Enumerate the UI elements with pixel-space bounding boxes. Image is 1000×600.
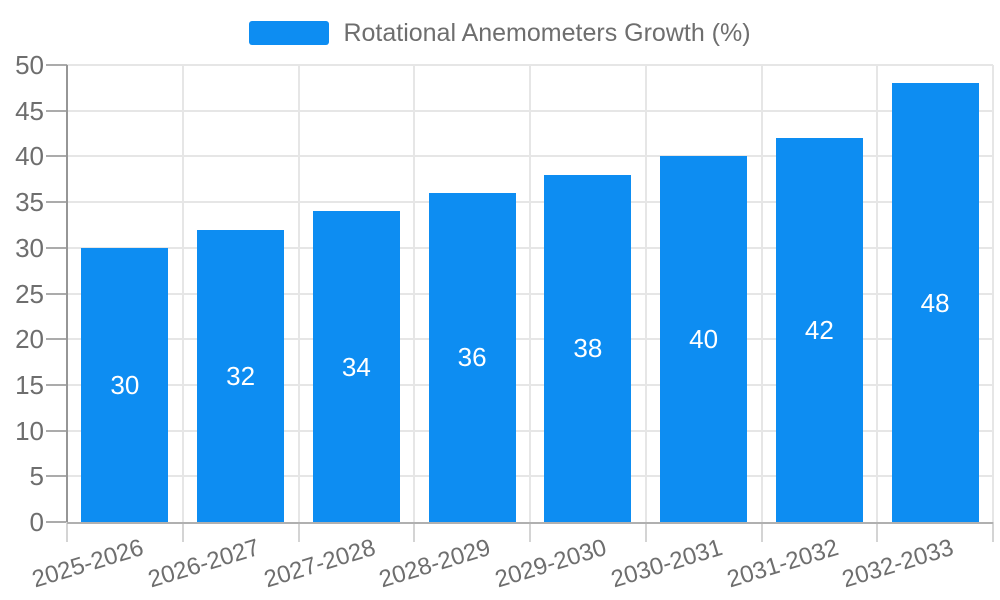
x-axis-tick: [413, 522, 416, 542]
bar[interactable]: [312, 211, 400, 522]
bar[interactable]: [544, 174, 632, 522]
y-axis-line: [66, 65, 68, 522]
bar-value-label: 34: [341, 351, 371, 382]
y-axis-tick-label: 15: [15, 369, 44, 400]
x-axis-tick: [181, 522, 184, 542]
legend-label: Rotational Anemometers Growth (%): [343, 18, 751, 47]
y-axis-tick-label: 25: [15, 278, 44, 309]
y-axis-tick-label: 0: [29, 507, 44, 537]
bar-value-label: 48: [920, 287, 950, 318]
y-axis-tick-label: 50: [15, 50, 44, 80]
bar[interactable]: [775, 138, 863, 522]
x-axis-tick-label: 2027-2028: [260, 534, 379, 594]
x-axis-tick-label: 2026-2027: [144, 534, 263, 594]
y-axis-tick-label: 20: [15, 324, 44, 355]
x-axis-tick: [66, 522, 68, 542]
gridline-vertical: [760, 65, 763, 522]
x-axis-tick-label: 2032-2033: [839, 534, 958, 594]
x-axis-tick-label: 2028-2029: [376, 534, 495, 594]
gridline-vertical: [992, 65, 994, 522]
x-axis-tick-label: 2030-2031: [607, 534, 726, 594]
bar-value-label: 32: [226, 360, 256, 391]
y-axis-tick-label: 30: [15, 232, 44, 263]
bar-value-label: 42: [804, 315, 834, 346]
gridline-vertical: [644, 65, 647, 522]
y-axis-tick: [46, 521, 67, 523]
bar[interactable]: [197, 229, 285, 522]
legend-swatch-icon: [249, 21, 330, 45]
x-axis-tick: [297, 522, 300, 542]
y-axis-tick: [46, 64, 67, 66]
bar[interactable]: [428, 192, 516, 522]
y-axis-tick: [46, 338, 67, 341]
bar-value-label: 40: [689, 324, 719, 355]
y-axis-tick: [46, 429, 67, 432]
x-axis-tick: [876, 522, 879, 542]
x-axis-tick: [992, 522, 994, 542]
y-axis-tick-label: 45: [15, 95, 44, 126]
gridline-vertical: [876, 65, 879, 522]
gridline-vertical: [413, 65, 416, 522]
y-axis-tick-label: 40: [15, 141, 44, 172]
bar-value-label: 36: [457, 342, 487, 373]
y-axis-tick: [46, 246, 67, 249]
x-axis-tick-label: 2031-2032: [723, 534, 842, 594]
y-axis-tick-label: 35: [15, 187, 44, 218]
gridline-vertical: [181, 65, 184, 522]
x-axis-tick-label: 2029-2030: [492, 534, 610, 594]
y-axis-tick: [46, 155, 67, 158]
bar-value-label: 30: [110, 369, 140, 400]
y-axis-tick: [46, 109, 67, 112]
y-axis-tick: [46, 201, 67, 204]
x-axis-tick: [644, 522, 647, 542]
x-axis-line: [67, 522, 993, 524]
y-axis-tick: [46, 475, 67, 478]
y-axis-tick: [46, 383, 67, 386]
x-axis-tick: [760, 522, 763, 542]
bar-value-label: 38: [573, 333, 603, 364]
bar[interactable]: [891, 83, 979, 522]
y-axis-tick-label: 5: [29, 461, 44, 492]
x-axis-tick: [529, 522, 531, 542]
legend[interactable]: Rotational Anemometers Growth (%): [0, 18, 1000, 48]
bar[interactable]: [81, 247, 169, 522]
y-axis-tick: [46, 292, 67, 295]
gridline-vertical: [529, 65, 531, 522]
gridline-vertical: [297, 65, 300, 522]
x-axis-tick-label: 2025-2026: [29, 534, 147, 594]
bar[interactable]: [660, 156, 748, 522]
y-axis-tick-label: 10: [15, 415, 44, 446]
